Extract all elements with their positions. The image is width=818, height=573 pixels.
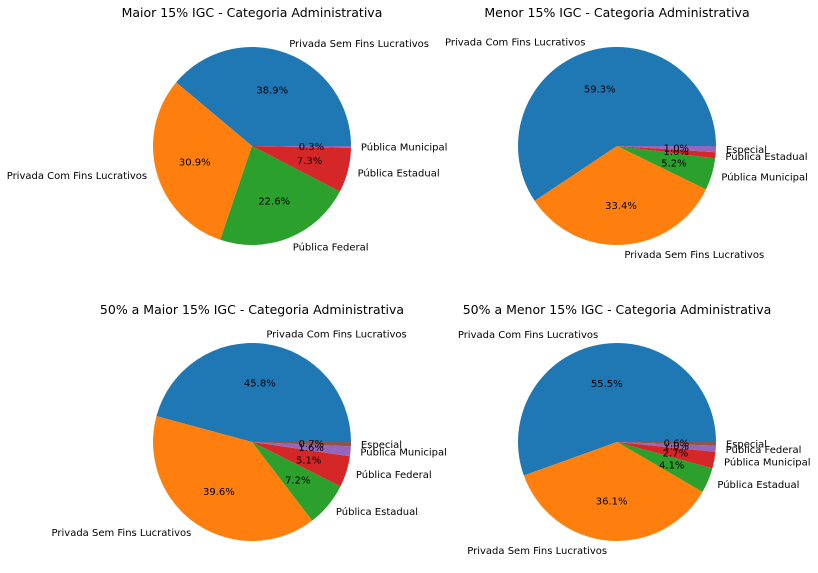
slice-percent-3-2: 39.6% [203,487,235,498]
slice-percent-1-4: 7.3% [297,156,322,167]
slice-label-4-2: Privada Sem Fins Lucrativos [467,546,607,557]
pie-slice-1-4 [252,146,351,192]
slice-label-1-4: Pública Estadual [358,167,440,179]
slice-label-3-3: Pública Estadual [336,506,418,518]
pie-slice-1-3 [220,146,340,245]
pie-slice-1-2 [152,82,252,240]
slice-label-3-1: Privada Com Fins Lucrativos [266,330,406,341]
pie-slice-4-1 [517,342,716,476]
chart-title-3: 50% a Maior 15% IGC - Categoria Administ… [100,302,404,317]
slice-label-3-6: Especial [361,440,402,451]
slice-percent-2-1: 59.3% [584,85,616,96]
slice-label-1-5: Pública Municipal [361,142,448,154]
pie-slice-4-4 [617,442,716,469]
slice-label-3-2: Privada Sem Fins Lucrativos [52,528,192,539]
pie-slices-4: 55.5% Privada Com Fins Lucrativos 36.1% Pri… [458,330,811,557]
slice-percent-1-3: 22.6% [258,197,290,208]
slice-label-4-6: Especial [726,440,767,451]
pie-chart-3: 50% a Maior 15% IGC - Categoria Administ… [52,302,447,541]
slice-percent-4-6: 0.6% [664,439,689,450]
pie-slice-3-1 [156,343,351,442]
chart-title-2: Menor 15% IGC - Categoria Administrativa [484,5,749,20]
slice-percent-4-3: 4.1% [659,461,684,472]
slice-percent-4-1: 55.5% [591,379,623,390]
pie-slice-3-6 [252,442,351,447]
pie-slice-2-3 [617,146,716,190]
slice-label-2-1: Privada Com Fins Lucrativos [445,37,585,48]
pie-slice-2-1 [518,46,716,201]
slice-percent-4-5: 1.0% [664,442,689,453]
pie-slice-2-4 [617,146,716,159]
slice-percent-3-5: 1.6% [298,443,323,454]
pie-slice-4-3 [617,442,713,492]
pie-slice-3-4 [252,442,350,487]
pie-slice-2-2 [534,146,707,245]
pie-slice-1-1 [176,46,351,146]
slice-label-3-4: Pública Federal [356,469,432,481]
pie-chart-2: Menor 15% IGC - Categoria Administrativa… [445,5,808,261]
slice-percent-2-2: 33.4% [605,201,637,212]
slice-percent-4-4: 2.7% [663,448,688,459]
pie-chart-1: Maior 15% IGC - Categoria Administrativa… [7,5,448,253]
pie-slice-2-5 [617,146,716,153]
pie-slice-1-5 [252,146,351,148]
chart-title-4: 50% a Menor 15% IGC - Categoria Administ… [463,302,772,317]
chart-title-1: Maior 15% IGC - Categoria Administrativa [122,5,383,20]
slice-label-1-2: Privada Com Fins Lucrativos [7,171,147,182]
slice-percent-3-3: 7.2% [285,475,310,486]
slice-label-4-3: Pública Estadual [717,479,799,491]
pie-chart-4: 50% a Menor 15% IGC - Categoria Administ… [458,302,811,557]
pie-slices-1: 38.9% Privada Sem Fins Lucrativos 30.9% Pri… [7,39,448,253]
slice-label-1-1: Privada Sem Fins Lucrativos [289,39,429,50]
slice-label-4-5: Pública Federal [726,444,802,456]
slice-percent-3-6: 0.7% [299,439,324,450]
slice-percent-3-1: 45.8% [244,379,276,390]
slice-percent-2-4: 1.0% [663,147,688,158]
slice-percent-3-4: 5.1% [296,455,321,466]
slice-percent-2-3: 5.2% [661,158,686,169]
slice-label-2-2: Privada Sem Fins Lucrativos [624,250,764,261]
pie-slices-3: 45.8% Privada Com Fins Lucrativos 39.6% Pri… [52,330,447,541]
slice-percent-1-2: 30.9% [179,158,211,169]
pie-slice-3-5 [252,442,351,457]
slice-label-2-4: Pública Estadual [725,151,807,163]
slice-percent-2-5: 1.0% [664,143,689,154]
slice-label-2-5: Especial [726,145,767,156]
slice-percent-1-1: 38.9% [256,86,288,97]
pie-slice-3-2 [152,416,313,541]
slice-label-2-3: Pública Municipal [721,172,808,184]
slice-label-4-1: Privada Com Fins Lucrativos [458,330,598,341]
slice-label-3-5: Pública Municipal [360,447,447,459]
slice-label-4-4: Pública Municipal [724,457,811,469]
slice-percent-1-5: 0.3% [299,142,324,153]
pie-slices-2: 59.3% Privada Com Fins Lucrativos 33.4% Pri… [445,37,808,261]
pie-slice-4-5 [617,442,716,452]
slice-percent-4-2: 36.1% [596,497,628,508]
slice-label-1-3: Pública Federal [293,241,369,253]
pie-slice-3-3 [252,442,341,521]
pie-slice-4-2 [523,442,703,541]
pie-slice-4-6 [617,442,716,446]
